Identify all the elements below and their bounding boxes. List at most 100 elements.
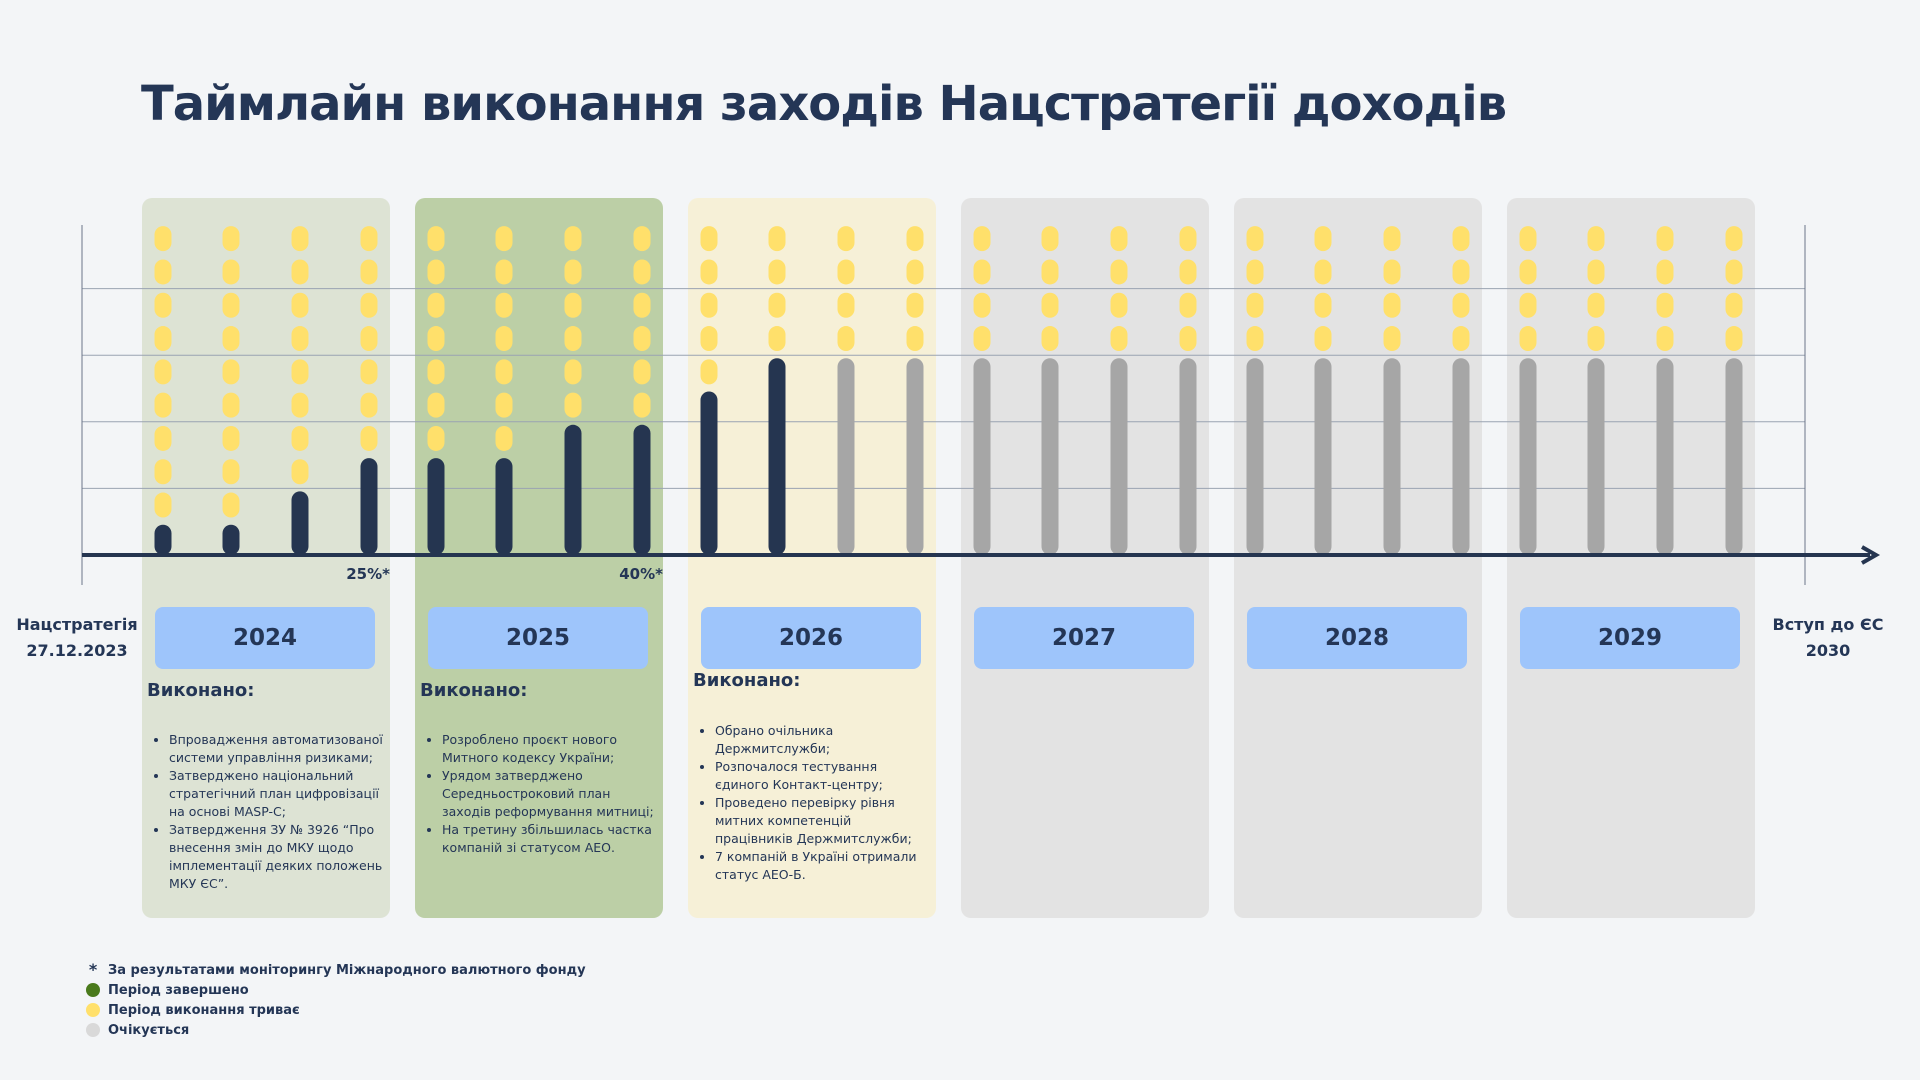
dot [1179,326,1197,352]
legend-text: Період завершено [108,982,249,998]
bar [1725,358,1743,555]
dot [973,292,991,318]
year-panel [688,198,936,918]
dot [1314,259,1332,285]
achievement-item: Затвердження ЗУ № 3926 “Про внесення змі… [169,821,387,893]
year-panel [1234,198,1482,918]
dot [427,326,445,352]
dot [1452,226,1470,252]
dot [291,425,309,451]
dot [564,392,582,418]
dot [495,425,513,451]
bar [1110,358,1128,555]
dot [1725,292,1743,318]
dot [1656,326,1674,352]
year-label: 2024 [155,607,375,669]
dot [495,292,513,318]
dot [1041,226,1059,252]
dot [427,226,445,252]
dot [154,326,172,352]
dot [222,226,240,252]
section-heading: Виконано: [147,680,255,701]
dot [1179,292,1197,318]
achievement-item: Розроблено проєкт нового Митного кодексу… [442,731,660,767]
achievement-item: 7 компаній в Україні отримали статус АЕО… [715,848,933,884]
year-label: 2025 [428,607,648,669]
year-panel [961,198,1209,918]
dot [1383,292,1401,318]
dot [222,492,240,518]
dot [360,226,378,252]
legend-symbol: * [88,960,98,979]
dot [154,425,172,451]
dot [222,392,240,418]
legend-item: Період завершено [86,980,249,1000]
dot [906,226,924,252]
achievement-item: Затверджено національний стратегічний пл… [169,767,387,821]
dot [291,259,309,285]
dot [768,226,786,252]
dot [427,359,445,385]
bar [154,524,172,555]
legend-swatch [86,1023,100,1037]
dot [222,292,240,318]
dot [291,359,309,385]
dot [633,226,651,252]
dot [1587,292,1605,318]
section-heading: Виконано: [420,680,528,701]
achievement-item: Проведено перевірку рівня митних компете… [715,794,933,848]
dot [906,259,924,285]
dot [1452,259,1470,285]
dot [1041,259,1059,285]
start-label: 27.12.2023 [26,641,128,660]
dot [495,392,513,418]
dot [837,226,855,252]
dot [633,359,651,385]
dot [1110,292,1128,318]
achievements-list: Впровадження автоматизованої системи упр… [147,731,387,893]
bar [1041,358,1059,555]
dot [291,326,309,352]
dot [1452,326,1470,352]
dot [1041,326,1059,352]
bar [564,424,582,555]
achievements-list: Розроблено проєкт нового Митного кодексу… [420,731,660,857]
dot [360,425,378,451]
dot [1452,292,1470,318]
dot [1179,259,1197,285]
title: Таймлайн виконання заходів Нацстратегії … [141,76,1507,132]
dot [1314,292,1332,318]
bar [1656,358,1674,555]
year-label: 2029 [1520,607,1740,669]
dot [495,259,513,285]
dot [1519,259,1537,285]
dot [1110,326,1128,352]
dot [1587,226,1605,252]
dot [973,226,991,252]
dot [291,226,309,252]
dot [633,292,651,318]
bar [427,458,445,555]
dot [1383,226,1401,252]
dot [633,392,651,418]
progress-marker: 25%* [346,565,390,583]
year-label: 2026 [701,607,921,669]
dot [906,292,924,318]
dot [837,292,855,318]
dot [1246,259,1264,285]
dot [1725,259,1743,285]
dot [154,492,172,518]
dot [1179,226,1197,252]
bar [291,491,309,555]
dot [700,226,718,252]
dot [427,425,445,451]
dot [427,259,445,285]
dot [222,359,240,385]
dot [1587,259,1605,285]
dot [700,259,718,285]
dot [427,292,445,318]
legend-text: За результатами моніторингу Міжнародного… [108,962,586,978]
